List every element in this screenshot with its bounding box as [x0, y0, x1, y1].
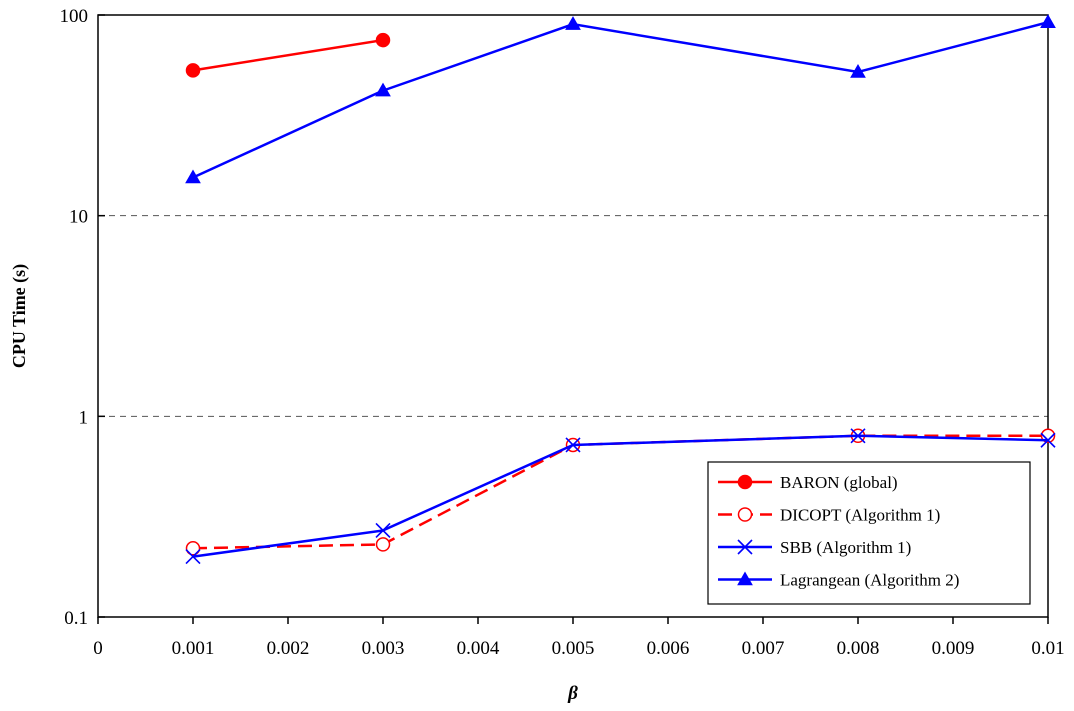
legend-label: SBB (Algorithm 1) [780, 538, 911, 557]
data-point [375, 32, 391, 48]
data-point [1040, 432, 1056, 448]
data-point [185, 63, 201, 78]
data-point [185, 541, 201, 556]
y-axis-ticks: 0.1 1 10 100 [60, 6, 105, 629]
y-tick-label: 10 [69, 207, 88, 228]
x-marker-stroke [1040, 432, 1056, 448]
series [185, 14, 1056, 565]
data-point [375, 537, 391, 552]
legend: BARON (global) DICOPT (Algorithm 1) SBB (A… [707, 461, 1031, 605]
x-tick-label: 0.007 [742, 638, 785, 659]
x-marker-stroke [850, 428, 866, 444]
x-marker-stroke [565, 437, 581, 453]
legend-marker [737, 474, 753, 490]
x-tick-label: 0.006 [647, 638, 690, 659]
x-tick-label: 0.01 [1031, 638, 1064, 659]
legend-item: DICOPT (Algorithm 1) [718, 506, 940, 525]
series-3 [185, 14, 1056, 184]
data-point [565, 437, 581, 453]
x-tick-label: 0.005 [552, 638, 595, 659]
legend-marker [737, 507, 753, 522]
x-tick-label: 0.002 [267, 638, 310, 659]
x-tick-label: 0 [93, 638, 103, 659]
series-0 [185, 32, 391, 78]
legend-label: BARON (global) [780, 473, 898, 492]
series-line [192, 21, 1049, 179]
data-point [185, 169, 201, 184]
y-tick-label: 100 [60, 6, 89, 27]
legend-marker [737, 539, 753, 555]
series-2 [185, 428, 1056, 565]
x-tick-label: 0.004 [457, 638, 500, 659]
x-marker-stroke [737, 539, 753, 555]
grid-lines [98, 215, 1048, 417]
data-point [850, 428, 866, 444]
x-marker-stroke [185, 549, 201, 565]
data-point [850, 63, 866, 78]
legend-label: DICOPT (Algorithm 1) [780, 506, 940, 525]
data-point [375, 82, 391, 97]
data-point [1040, 14, 1056, 29]
x-tick-label: 0.003 [362, 638, 405, 659]
legend-item: Lagrangean (Algorithm 2) [718, 571, 959, 590]
x-tick-label: 0.001 [172, 638, 215, 659]
x-marker-stroke [375, 522, 391, 539]
x-axis-title: β [567, 683, 578, 704]
series-line [192, 38, 384, 72]
x-tick-label: 0.009 [932, 638, 975, 659]
y-tick-label: 0.1 [64, 608, 88, 629]
x-tick-label: 0.008 [837, 638, 880, 659]
data-point [375, 522, 391, 539]
legend-label: Lagrangean (Algorithm 2) [780, 571, 959, 590]
legend-item: SBB (Algorithm 1) [718, 538, 911, 557]
legend-item: BARON (global) [718, 473, 898, 492]
x-axis-ticks: 0 0.001 0.002 0.003 0.004 0.005 0.006 0.007 0.00… [93, 617, 1065, 659]
y-axis-title: CPU Time (s) [9, 264, 30, 368]
data-point [565, 16, 581, 30]
data-point [185, 549, 201, 565]
legend-marker [737, 571, 753, 586]
y-tick-label: 1 [79, 407, 89, 428]
